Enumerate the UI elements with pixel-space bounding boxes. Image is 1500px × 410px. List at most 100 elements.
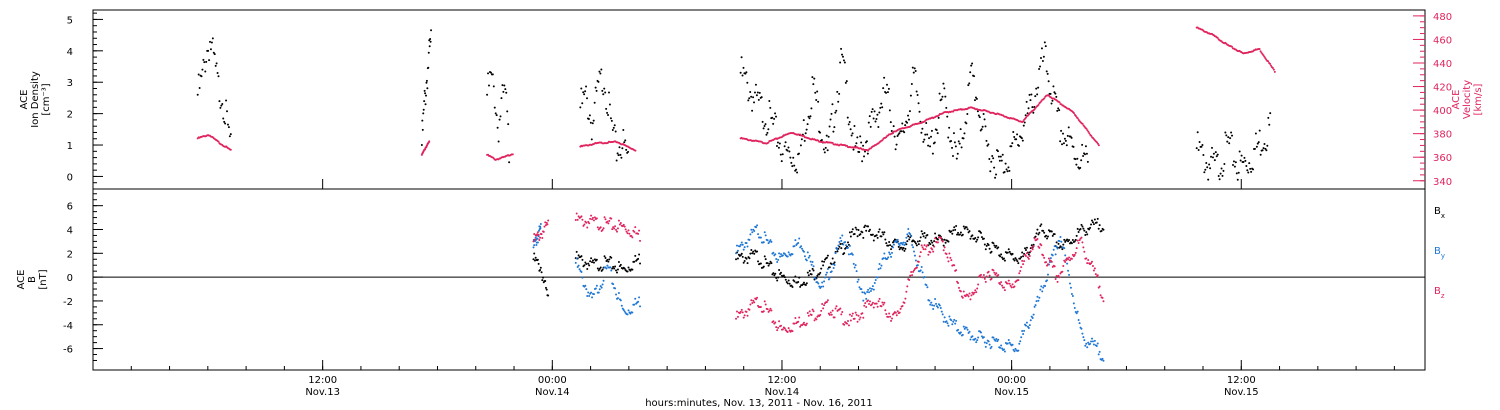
point-Bz — [802, 323, 805, 326]
point-Bx — [974, 237, 977, 240]
point-Bx — [849, 235, 852, 238]
point-Density — [824, 146, 827, 149]
point-Bz — [1057, 274, 1060, 277]
point-By — [789, 254, 792, 257]
point-Density — [768, 100, 771, 103]
point-By — [1033, 305, 1036, 308]
point-Bz — [742, 316, 745, 319]
time-label: 00:00 — [538, 375, 567, 386]
point-Density — [197, 73, 200, 76]
point-Bx — [807, 274, 810, 277]
point-By — [940, 310, 943, 313]
point-Bz — [542, 230, 545, 233]
point-By — [832, 266, 835, 269]
point-By — [1091, 340, 1094, 343]
point-By — [537, 235, 540, 238]
point-Bz — [980, 273, 982, 276]
point-Density — [1232, 160, 1235, 163]
point-Density — [621, 147, 624, 150]
point-Density — [421, 128, 424, 131]
point-Bz — [543, 225, 546, 228]
point-Density — [809, 115, 812, 118]
point-Bx — [863, 226, 866, 229]
point-Bx — [854, 226, 857, 229]
point-Bz — [745, 310, 748, 313]
point-Bz — [1075, 247, 1078, 250]
point-Density — [507, 123, 510, 126]
point-Velocity — [1090, 134, 1093, 137]
point-Density — [1004, 162, 1007, 165]
point-By — [932, 308, 935, 311]
point-Bz — [1093, 267, 1096, 270]
point-Density — [1215, 155, 1218, 158]
point-By — [834, 252, 837, 255]
point-Bx — [1030, 244, 1033, 247]
point-By — [1027, 327, 1030, 330]
point-Bx — [786, 282, 789, 285]
point-Bz — [602, 227, 605, 230]
point-By — [1051, 254, 1054, 257]
point-Density — [423, 89, 426, 92]
point-Density — [623, 141, 626, 144]
point-By — [934, 297, 937, 300]
point-By — [988, 343, 991, 346]
point-Density — [863, 150, 866, 153]
point-Bx — [808, 269, 811, 272]
point-Density — [887, 87, 890, 90]
point-Velocity — [767, 141, 770, 144]
point-By — [750, 228, 753, 231]
point-Density — [873, 110, 876, 113]
point-Density — [945, 106, 948, 109]
point-Density — [753, 101, 756, 104]
point-Density — [222, 117, 225, 120]
point-Bz — [876, 305, 879, 308]
point-By — [916, 264, 919, 267]
point-Density — [1082, 154, 1085, 157]
point-Bz — [875, 302, 878, 305]
point-Bx — [923, 231, 926, 234]
point-Bz — [1073, 253, 1076, 256]
point-By — [1072, 302, 1075, 305]
point-Bz — [1055, 274, 1058, 277]
point-Bx — [984, 248, 987, 251]
point-By — [1095, 345, 1098, 348]
point-Density — [886, 91, 889, 94]
point-Density — [914, 69, 917, 72]
point-Density — [888, 109, 891, 112]
point-Density — [921, 127, 924, 130]
point-Bz — [1013, 285, 1016, 288]
point-Bz — [977, 283, 980, 286]
point-Density — [506, 110, 509, 113]
point-By — [877, 268, 880, 271]
point-Bx — [1043, 231, 1046, 234]
point-By — [946, 322, 949, 325]
point-Density — [1256, 142, 1259, 145]
point-By — [806, 251, 809, 254]
point-Bz — [833, 316, 836, 319]
point-Bz — [1062, 265, 1065, 268]
point-Density — [1021, 139, 1024, 142]
point-By — [1040, 285, 1043, 288]
point-Density — [1045, 70, 1048, 73]
point-By — [943, 316, 946, 319]
point-Density — [946, 115, 949, 118]
point-Bz — [926, 244, 929, 247]
point-Bz — [592, 219, 595, 222]
point-By — [794, 239, 797, 242]
point-Bx — [831, 257, 834, 260]
point-Density — [929, 135, 932, 138]
point-Bz — [781, 328, 784, 331]
point-Bz — [990, 277, 993, 280]
point-Density — [991, 154, 994, 157]
point-Bz — [1077, 241, 1080, 244]
point-By — [861, 291, 864, 294]
point-Density — [424, 103, 427, 106]
point-By — [995, 338, 998, 341]
point-Density — [579, 106, 582, 109]
point-Density — [812, 83, 815, 86]
point-Bx — [969, 237, 972, 240]
point-Bx — [825, 256, 828, 259]
point-By — [587, 291, 590, 294]
point-By — [933, 304, 936, 307]
point-Density — [499, 115, 502, 118]
